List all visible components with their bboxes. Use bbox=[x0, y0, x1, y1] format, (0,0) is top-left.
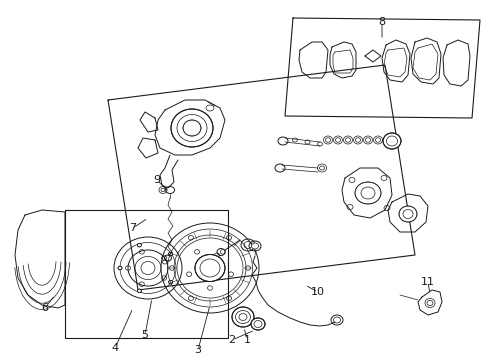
Text: 8: 8 bbox=[378, 17, 385, 27]
Ellipse shape bbox=[168, 252, 172, 256]
Ellipse shape bbox=[365, 138, 370, 142]
Ellipse shape bbox=[398, 206, 416, 222]
Text: 11: 11 bbox=[420, 277, 434, 287]
Ellipse shape bbox=[141, 261, 155, 274]
Ellipse shape bbox=[137, 243, 141, 247]
Text: 9: 9 bbox=[153, 175, 160, 185]
Ellipse shape bbox=[231, 307, 253, 327]
Ellipse shape bbox=[375, 138, 380, 142]
Ellipse shape bbox=[118, 266, 122, 270]
Ellipse shape bbox=[168, 280, 172, 284]
Text: 1: 1 bbox=[243, 335, 250, 345]
Ellipse shape bbox=[137, 289, 141, 293]
Text: 7: 7 bbox=[129, 223, 136, 233]
Ellipse shape bbox=[195, 255, 224, 282]
Ellipse shape bbox=[161, 188, 164, 192]
Text: 10: 10 bbox=[310, 287, 325, 297]
Text: 6: 6 bbox=[41, 303, 48, 313]
Ellipse shape bbox=[382, 133, 400, 149]
Ellipse shape bbox=[325, 138, 330, 142]
Ellipse shape bbox=[355, 138, 360, 142]
Ellipse shape bbox=[251, 243, 258, 249]
Text: 3: 3 bbox=[194, 345, 201, 355]
Ellipse shape bbox=[335, 138, 340, 142]
Ellipse shape bbox=[239, 314, 246, 320]
Ellipse shape bbox=[319, 166, 324, 170]
Ellipse shape bbox=[183, 120, 201, 136]
Ellipse shape bbox=[426, 301, 432, 306]
Text: 5: 5 bbox=[141, 330, 148, 340]
Ellipse shape bbox=[345, 138, 350, 142]
Ellipse shape bbox=[244, 242, 251, 248]
Ellipse shape bbox=[354, 182, 380, 204]
Ellipse shape bbox=[171, 109, 213, 147]
Text: 4: 4 bbox=[111, 343, 118, 353]
Ellipse shape bbox=[250, 318, 264, 330]
Text: 2: 2 bbox=[228, 335, 235, 345]
